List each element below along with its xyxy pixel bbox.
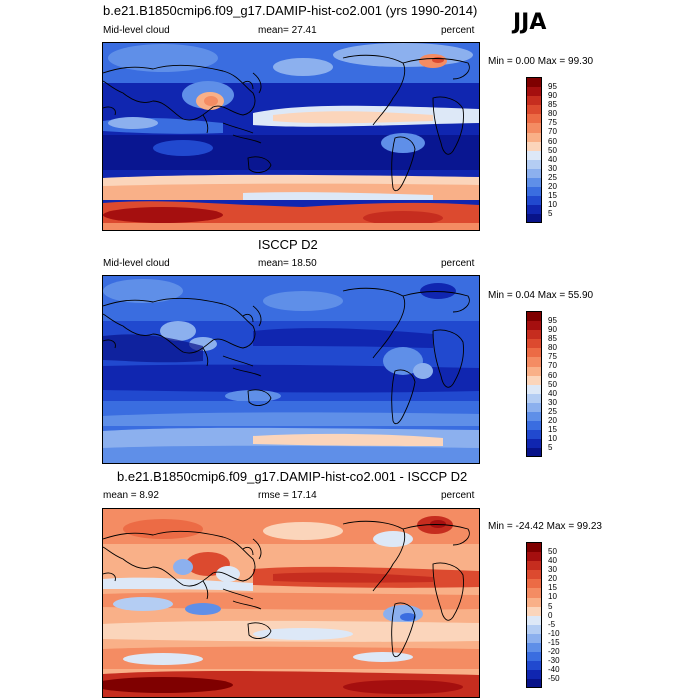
colorbar-tick: 40 <box>548 388 557 398</box>
colorbar-tick: 80 <box>548 343 557 353</box>
colorbar-tick: 40 <box>548 154 557 164</box>
colorbar-tick: 20 <box>548 416 557 426</box>
colorbar-tick: 5 <box>548 209 553 219</box>
colorbar-tick: 30 <box>548 163 557 173</box>
colorbar-tick: 10 <box>548 200 557 210</box>
colorbar-tick: 70 <box>548 127 557 137</box>
panel-3-units-label: percent <box>441 490 475 501</box>
colorbar-tick: 75 <box>548 352 557 362</box>
panel-1-minmax: Min = 0.00 Max = 99.30 <box>488 56 594 67</box>
colorbar-tick: 10 <box>548 592 557 602</box>
colorbar-tick: -20 <box>548 647 560 657</box>
panel-1-mean-label: mean= 27.41 <box>258 25 317 36</box>
colorbar-tick: 90 <box>548 325 557 335</box>
panel-2-colorbar <box>526 311 542 457</box>
colorbar-tick: 30 <box>548 397 557 407</box>
panel-3-map <box>102 508 480 698</box>
panel-3-colorbar <box>526 542 542 688</box>
panel-3-rmse-label: rmse = 17.14 <box>258 490 317 501</box>
colorbar-tick: 50 <box>548 547 557 556</box>
panel-3-title: b.e21.B1850cmip6.f09_g17.DAMIP-hist-co2.… <box>117 469 468 484</box>
colorbar-tick: 95 <box>548 316 557 325</box>
panel-1-variable-label: Mid-level cloud <box>103 25 170 36</box>
colorbar-tick: 15 <box>548 191 557 201</box>
panel-2-map <box>102 275 480 464</box>
panel-1-colorbar-labels: 95 90 85 80 75 70 60 50 40 30 25 20 15 1… <box>548 82 557 218</box>
colorbar-tick: 20 <box>548 574 557 584</box>
panel-1-units-label: percent <box>441 25 475 36</box>
panel-3-minmax: Min = -24.42 Max = 99.23 <box>488 521 602 532</box>
colorbar-tick: 60 <box>548 136 557 146</box>
panel-2-variable-label: Mid-level cloud <box>103 258 170 269</box>
colorbar-tick: -30 <box>548 656 560 666</box>
colorbar-tick: 5 <box>548 601 553 611</box>
panel-1-title: b.e21.B1850cmip6.f09_g17.DAMIP-hist-co2.… <box>103 3 478 18</box>
colorbar-tick: 70 <box>548 361 557 371</box>
colorbar-tick: 15 <box>548 583 557 593</box>
panel-1-map <box>102 42 480 231</box>
panel-1-colorbar <box>526 77 542 223</box>
colorbar-tick: 50 <box>548 379 557 389</box>
colorbar-tick: -40 <box>548 665 560 675</box>
panel-3-mean-label: mean = 8.92 <box>103 490 159 501</box>
colorbar-tick: 25 <box>548 406 557 416</box>
panel-2-minmax: Min = 0.04 Max = 55.90 <box>488 290 594 301</box>
colorbar-tick: 25 <box>548 172 557 182</box>
colorbar-tick: -10 <box>548 628 560 638</box>
colorbar-tick: 10 <box>548 434 557 444</box>
colorbar-tick: 50 <box>548 145 557 155</box>
colorbar-tick: 20 <box>548 182 557 192</box>
colorbar-tick: 95 <box>548 82 557 91</box>
panel-2-units-label: percent <box>441 258 475 269</box>
colorbar-tick: -5 <box>548 619 556 629</box>
colorbar-tick: 15 <box>548 425 557 435</box>
colorbar-tick: 90 <box>548 91 557 101</box>
colorbar-tick: 60 <box>548 370 557 380</box>
panel-2-title: ISCCP D2 <box>258 237 318 252</box>
colorbar-tick: 80 <box>548 109 557 119</box>
colorbar-tick: 85 <box>548 100 557 110</box>
colorbar-tick: -50 <box>548 674 560 684</box>
colorbar-tick: 5 <box>548 443 553 453</box>
colorbar-tick: 30 <box>548 565 557 575</box>
colorbar-tick: -15 <box>548 637 560 647</box>
panel-2-colorbar-labels: 95 90 85 80 75 70 60 50 40 30 25 20 15 1… <box>548 316 557 452</box>
panel-2-mean-label: mean= 18.50 <box>258 258 317 269</box>
colorbar-tick: 85 <box>548 334 557 344</box>
colorbar-tick: 40 <box>548 556 557 566</box>
colorbar-tick: 75 <box>548 118 557 128</box>
panel-3-colorbar-labels: 50 40 30 20 15 10 5 0 -5 -10 -15 -20 -30… <box>548 547 560 683</box>
colorbar-tick: 0 <box>548 610 553 620</box>
season-label: JJA <box>513 10 547 35</box>
